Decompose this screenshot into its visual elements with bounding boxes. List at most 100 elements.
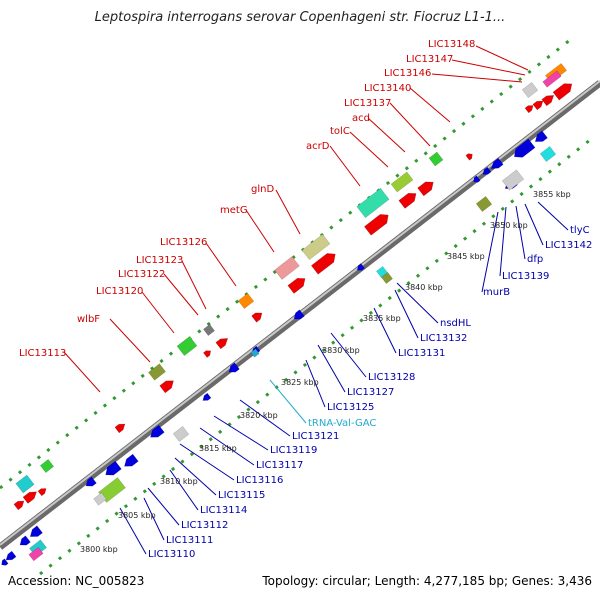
- feature-boxes: [15, 62, 568, 562]
- forward-gene-arrow-shape: [159, 380, 174, 394]
- leader-line: [143, 497, 165, 541]
- label-acd[interactable]: acd: [352, 113, 370, 124]
- feature-box: [176, 336, 198, 356]
- forward-labels: LIC13148 LIC13147 LIC13146 LIC13140 LIC1…: [19, 39, 475, 359]
- kbp-label: 3805 kbp: [118, 511, 156, 520]
- label-lic13117[interactable]: LIC13117: [256, 460, 303, 471]
- forward-gene-arrow: [398, 192, 417, 209]
- reverse-gene-arrow-shape: [29, 525, 43, 537]
- leader-line: [181, 260, 207, 310]
- label-lic13115[interactable]: LIC13115: [218, 490, 265, 501]
- label-lic13116[interactable]: LIC13116: [236, 475, 283, 486]
- reverse-gene-arrow: [19, 535, 31, 546]
- label-tlyc[interactable]: tlyC: [570, 225, 590, 236]
- reverse-gene-arrow: [293, 309, 305, 320]
- kbp-label: 3845 kbp: [447, 252, 485, 261]
- label-nsdhl[interactable]: nsdHL: [440, 318, 471, 329]
- forward-gene-arrow-shape: [541, 95, 555, 107]
- feature-box: [39, 459, 55, 473]
- leader-line: [389, 102, 431, 147]
- reverse-strand-genes: [1, 130, 548, 566]
- reverse-gene-arrow-shape: [482, 166, 492, 175]
- label-lic13137[interactable]: LIC13137: [344, 98, 391, 109]
- label-lic13128[interactable]: LIC13128: [368, 372, 415, 383]
- feature-box-rect: [237, 293, 255, 309]
- label-lic13140[interactable]: LIC13140: [364, 83, 411, 94]
- label-lic13148[interactable]: LIC13148: [428, 39, 475, 50]
- forward-strand-genes: [13, 83, 573, 511]
- feature-box-rect: [39, 459, 55, 473]
- reverse-gene-arrow-shape: [124, 453, 139, 467]
- label-lic13147[interactable]: LIC13147: [406, 54, 453, 65]
- label-lic13139[interactable]: LIC13139: [502, 271, 549, 282]
- forward-gene-arrow-shape: [398, 192, 417, 209]
- label-wlbf[interactable]: wlbF: [77, 314, 100, 325]
- forward-gene-arrow-shape: [417, 181, 434, 197]
- kbp-label: 3800 kbp: [80, 545, 118, 554]
- label-lic13114[interactable]: LIC13114: [200, 505, 247, 516]
- feature-box-rect: [176, 336, 198, 356]
- leader-line: [451, 59, 526, 76]
- label-lic13119[interactable]: LIC13119: [270, 445, 317, 456]
- feature-box: [93, 492, 107, 506]
- genome-summary-text: Topology: circular; Length: 4,277,185 bp…: [262, 574, 592, 588]
- leader-line: [524, 203, 544, 246]
- leader-line: [147, 487, 180, 526]
- label-lic13142[interactable]: LIC13142: [545, 240, 592, 251]
- label-lic13123[interactable]: LIC13123: [136, 255, 183, 266]
- reverse-gene-arrow: [202, 392, 212, 401]
- label-lic13111[interactable]: LIC13111: [166, 535, 213, 546]
- label-metg[interactable]: metG: [220, 205, 248, 216]
- label-lic13113[interactable]: LIC13113: [19, 348, 66, 359]
- forward-gene-arrow-shape: [552, 83, 573, 101]
- label-murb[interactable]: murB: [483, 287, 510, 298]
- label-lic13127[interactable]: LIC13127: [347, 387, 394, 398]
- label-lic13146[interactable]: LIC13146: [384, 68, 431, 79]
- forward-gene-arrow-shape: [251, 312, 263, 323]
- label-lic13131[interactable]: LIC13131: [398, 348, 445, 359]
- label-lic13121[interactable]: LIC13121: [292, 431, 339, 442]
- forward-gene-arrow: [364, 214, 389, 236]
- reverse-gene-arrow-shape: [356, 263, 365, 271]
- label-glnd[interactable]: glnD: [251, 184, 274, 195]
- label-lic13125[interactable]: LIC13125: [327, 402, 374, 413]
- label-dfp[interactable]: dfp: [527, 254, 543, 265]
- kbp-label: 3850 kbp: [490, 221, 528, 230]
- label-leaders: [63, 45, 569, 555]
- reverse-gene-arrow: [473, 175, 481, 183]
- forward-gene-arrow: [251, 312, 263, 323]
- forward-gene-arrow-shape: [215, 338, 229, 350]
- label-lic13122[interactable]: LIC13122: [118, 269, 165, 280]
- feature-box-rect: [28, 546, 44, 562]
- forward-gene-arrow: [417, 181, 434, 197]
- reverse-gene-arrow-shape: [150, 424, 165, 438]
- leader-line: [275, 189, 301, 235]
- forward-gene-arrow: [465, 153, 473, 161]
- leader-line: [269, 379, 307, 424]
- forward-gene-arrow: [114, 423, 126, 434]
- kbp-label: 3835 kbp: [363, 314, 401, 323]
- leader-line: [213, 415, 269, 451]
- label-lic13110[interactable]: LIC13110: [148, 549, 195, 560]
- reverse-gene-arrow: [150, 424, 165, 438]
- label-lic13112[interactable]: LIC13112: [181, 520, 228, 531]
- reverse-gene-arrow-shape: [514, 138, 536, 158]
- label-tolc[interactable]: tolC: [330, 126, 350, 137]
- feature-box-rect: [475, 196, 493, 212]
- reverse-gene-arrow: [534, 130, 548, 142]
- feature-box: [237, 293, 255, 309]
- forward-gene-arrow: [203, 350, 212, 358]
- forward-gene-arrow-shape: [465, 153, 473, 161]
- label-lic13126[interactable]: LIC13126: [160, 237, 207, 248]
- label-acrd[interactable]: acrD: [306, 141, 330, 152]
- leader-line: [205, 242, 237, 287]
- kbp-label: 3810 kbp: [160, 477, 198, 486]
- reverse-gene-arrow: [29, 525, 43, 537]
- feature-box-rect: [539, 146, 557, 162]
- forward-gene-arrow: [37, 488, 47, 497]
- label-lic13120[interactable]: LIC13120: [96, 286, 143, 297]
- label-lic13132[interactable]: LIC13132: [420, 333, 467, 344]
- reverse-labels: tlyC LIC13142 dfp LIC13139 murB nsdHL LI…: [148, 225, 592, 560]
- label-trna-val-gac[interactable]: tRNA-Val-GAC: [308, 418, 376, 429]
